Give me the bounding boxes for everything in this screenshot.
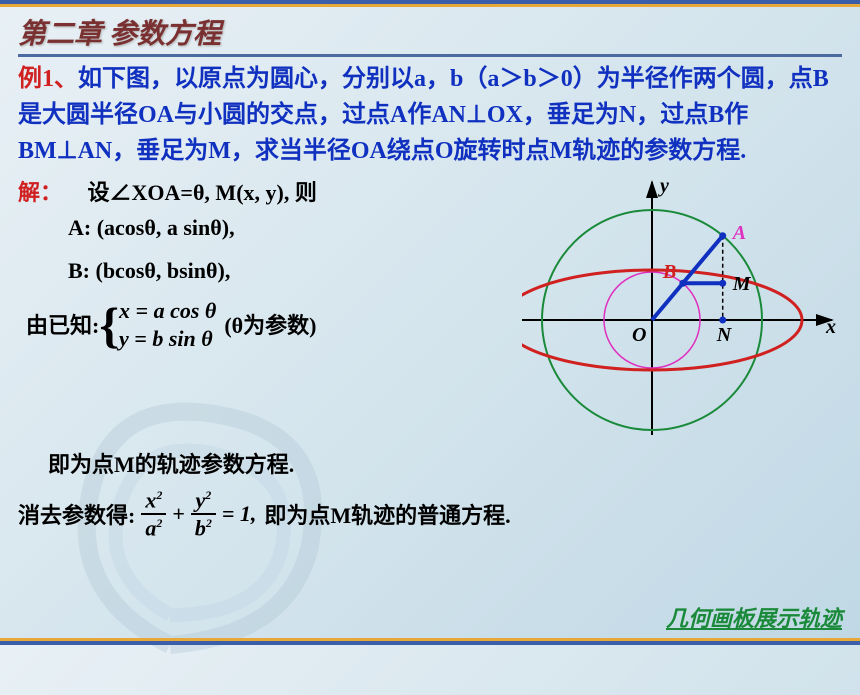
plus-sign: + — [172, 501, 185, 527]
eliminate-label: 消去参数得: — [18, 498, 135, 530]
diagram-label-M: M — [733, 273, 751, 296]
solution-area: 解： 设∠XOA=θ, M(x, y), 则 A: (acosθ, a sinθ… — [18, 175, 842, 435]
eq-y: y = b sin θ — [119, 325, 216, 354]
content-area: 第二章 参数方程 例1、如下图，以原点为圆心，分别以a，b（a＞b＞0）为半径作… — [0, 0, 860, 552]
fraction-x: x2 a2 — [141, 489, 166, 540]
frac-x-den: a — [145, 516, 156, 541]
fraction-y: y2 b2 — [191, 489, 216, 540]
example-body: 如下图，以原点为圆心，分别以a，b（a＞b＞0）为半径作两个圆，点B是大圆半径O… — [18, 66, 829, 164]
example-text: 例1、如下图，以原点为圆心，分别以a，b（a＞b＞0）为半径作两个圆，点B是大圆… — [18, 61, 842, 169]
equation-group: x = a cos θ y = b sin θ — [119, 297, 216, 354]
known-label: 由已知: — [26, 308, 99, 343]
frac-x-num: x — [145, 487, 156, 512]
point-a-line: A: (acosθ, a sinθ), — [68, 210, 512, 245]
diagram-label-N: N — [717, 324, 731, 347]
solve-label: 解： — [18, 180, 62, 205]
known-line: 由已知: { x = a cos θ y = b sin θ (θ为参数) — [26, 297, 512, 354]
solution-left: 解： 设∠XOA=θ, M(x, y), 则 A: (acosθ, a sinθ… — [18, 175, 512, 435]
frac-y-den: b — [195, 516, 206, 541]
ellipse-diagram — [522, 175, 842, 435]
solve-row: 解： 设∠XOA=θ, M(x, y), 则 — [18, 175, 512, 210]
example-label: 例1、 — [18, 66, 78, 92]
diagram-label-O: O — [632, 324, 646, 347]
diagram-container: y x O A B M N — [522, 175, 842, 435]
footer-line-blue — [0, 641, 860, 645]
diagram-label-A: A — [733, 222, 746, 245]
eq-x: x = a cos θ — [119, 297, 216, 326]
diagram-label-B: B — [663, 261, 676, 284]
frac-x-sup: 2 — [156, 488, 162, 502]
frac-y-sup: 2 — [205, 488, 211, 502]
point-b-line: B: (bcosθ, bsinθ), — [68, 253, 512, 288]
diagram-label-y: y — [660, 175, 669, 198]
geometry-sketchpad-link[interactable]: 几何画板展示轨迹 — [666, 601, 842, 633]
eliminate-tail: 即为点M轨迹的普通方程. — [264, 498, 510, 530]
frac-b-sup: 2 — [206, 516, 212, 530]
eq-one: = 1, — [222, 501, 257, 527]
param-note: (θ为参数) — [224, 308, 316, 343]
eliminate-line: 消去参数得: x2 a2 + y2 b2 = 1, 即为点M轨迹的普通方程. — [18, 489, 842, 540]
diagram-label-x: x — [826, 316, 836, 339]
left-brace-icon: { — [99, 310, 119, 340]
chapter-title: 第二章 参数方程 — [18, 12, 842, 57]
frac-y-num: y — [195, 487, 205, 512]
track-text: 即为点M的轨迹参数方程. — [48, 447, 842, 479]
frac-a-sup: 2 — [156, 516, 162, 530]
set-line: 设∠XOA=θ, M(x, y), 则 — [88, 180, 317, 205]
